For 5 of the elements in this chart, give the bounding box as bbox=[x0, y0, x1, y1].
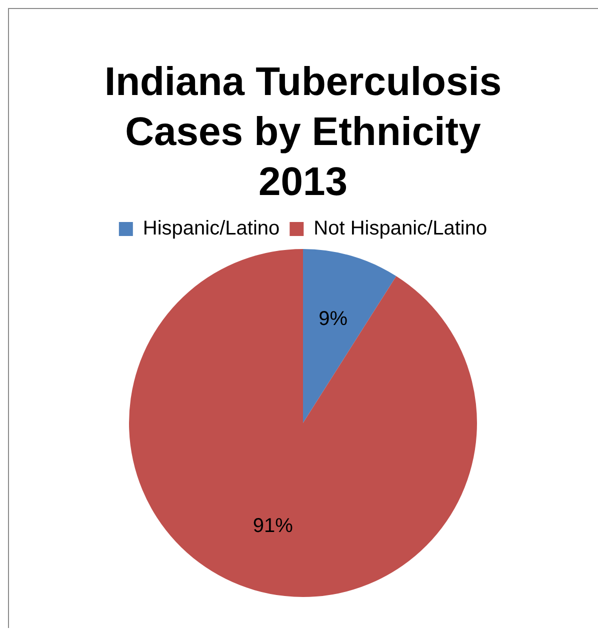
data-label: 9% bbox=[318, 308, 348, 330]
legend-label: Not Hispanic/Latino bbox=[314, 218, 488, 240]
data-label: 91% bbox=[252, 515, 294, 538]
chart-title: Indiana Tuberculosis Cases by Ethnicity 2013 bbox=[104, 60, 502, 204]
legend-label: Hispanic/Latino bbox=[142, 218, 280, 240]
